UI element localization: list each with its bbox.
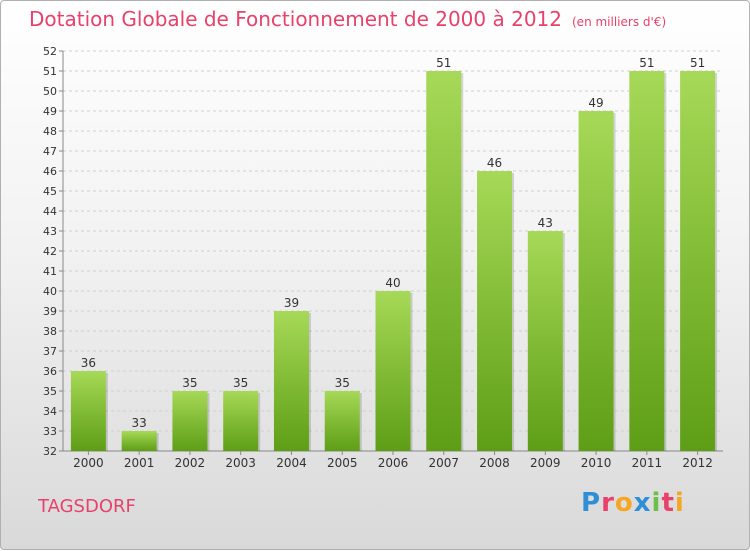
x-tick-label: 2002	[175, 456, 206, 470]
x-tick-label: 2003	[225, 456, 256, 470]
y-tick-label: 43	[43, 225, 57, 238]
bar	[680, 71, 716, 451]
proxiti-logo: Proxiti	[581, 488, 685, 518]
bar-value-label: 49	[588, 96, 603, 110]
logo-letter: o	[614, 488, 634, 518]
y-tick-label: 38	[43, 325, 57, 338]
y-tick-label: 50	[43, 85, 57, 98]
y-tick-label: 51	[43, 65, 57, 78]
bar	[629, 71, 665, 451]
bar	[172, 391, 208, 451]
bar-value-label: 43	[538, 216, 553, 230]
bar-value-label: 51	[436, 56, 451, 70]
y-tick-label: 35	[43, 385, 57, 398]
bar-value-label: 39	[284, 296, 299, 310]
y-tick-label: 32	[43, 445, 57, 458]
logo-letter: P	[581, 488, 602, 518]
x-tick-label: 2001	[124, 456, 155, 470]
x-tick-label: 2004	[276, 456, 307, 470]
x-tick-label: 2000	[73, 456, 104, 470]
bar	[70, 371, 106, 451]
logo-letter: t	[661, 488, 675, 518]
bar	[477, 171, 513, 451]
bar-value-label: 35	[335, 376, 350, 390]
x-tick-label: 2008	[479, 456, 510, 470]
y-tick-label: 36	[43, 365, 57, 378]
y-tick-label: 44	[43, 205, 57, 218]
y-tick-label: 34	[43, 405, 57, 418]
x-tick-label: 2006	[378, 456, 409, 470]
bar-value-label: 35	[182, 376, 197, 390]
bar-value-label: 46	[487, 156, 502, 170]
bar	[324, 391, 360, 451]
y-tick-label: 45	[43, 185, 57, 198]
bar	[426, 71, 462, 451]
y-tick-label: 49	[43, 105, 57, 118]
y-tick-label: 48	[43, 125, 57, 138]
x-tick-label: 2007	[428, 456, 459, 470]
bar-value-label: 51	[690, 56, 705, 70]
x-tick-label: 2005	[327, 456, 358, 470]
bar-value-label: 51	[639, 56, 654, 70]
bar	[578, 111, 614, 451]
chart-title: Dotation Globale de Fonctionnement de 20…	[29, 7, 666, 31]
y-tick-label: 42	[43, 245, 57, 258]
bar	[223, 391, 259, 451]
x-tick-label: 2011	[632, 456, 663, 470]
y-tick-label: 39	[43, 305, 57, 318]
y-tick-label: 37	[43, 345, 57, 358]
bar	[527, 231, 563, 451]
chart-unit: (en milliers d'€)	[572, 15, 667, 29]
x-tick-label: 2010	[581, 456, 612, 470]
y-tick-label: 47	[43, 145, 57, 158]
commune-name: TAGSDORF	[38, 496, 136, 517]
bar-value-label: 35	[233, 376, 248, 390]
x-tick-label: 2009	[530, 456, 561, 470]
logo-letter: r	[601, 488, 615, 518]
bar-value-label: 36	[81, 356, 96, 370]
logo-letter: i	[651, 488, 662, 518]
y-tick-label: 33	[43, 425, 57, 438]
bar	[375, 291, 411, 451]
y-tick-label: 52	[43, 45, 57, 58]
y-tick-label: 41	[43, 265, 57, 278]
y-tick-label: 40	[43, 285, 57, 298]
x-tick-label: 2012	[682, 456, 713, 470]
logo-letter: i	[674, 488, 685, 518]
bar-value-label: 40	[385, 276, 400, 290]
title-text: Dotation Globale de Fonctionnement de 20…	[29, 7, 562, 31]
y-tick-label: 46	[43, 165, 57, 178]
logo-letter: x	[633, 488, 652, 518]
bar-value-label: 33	[132, 416, 147, 430]
bar	[121, 431, 157, 451]
bar	[273, 311, 309, 451]
